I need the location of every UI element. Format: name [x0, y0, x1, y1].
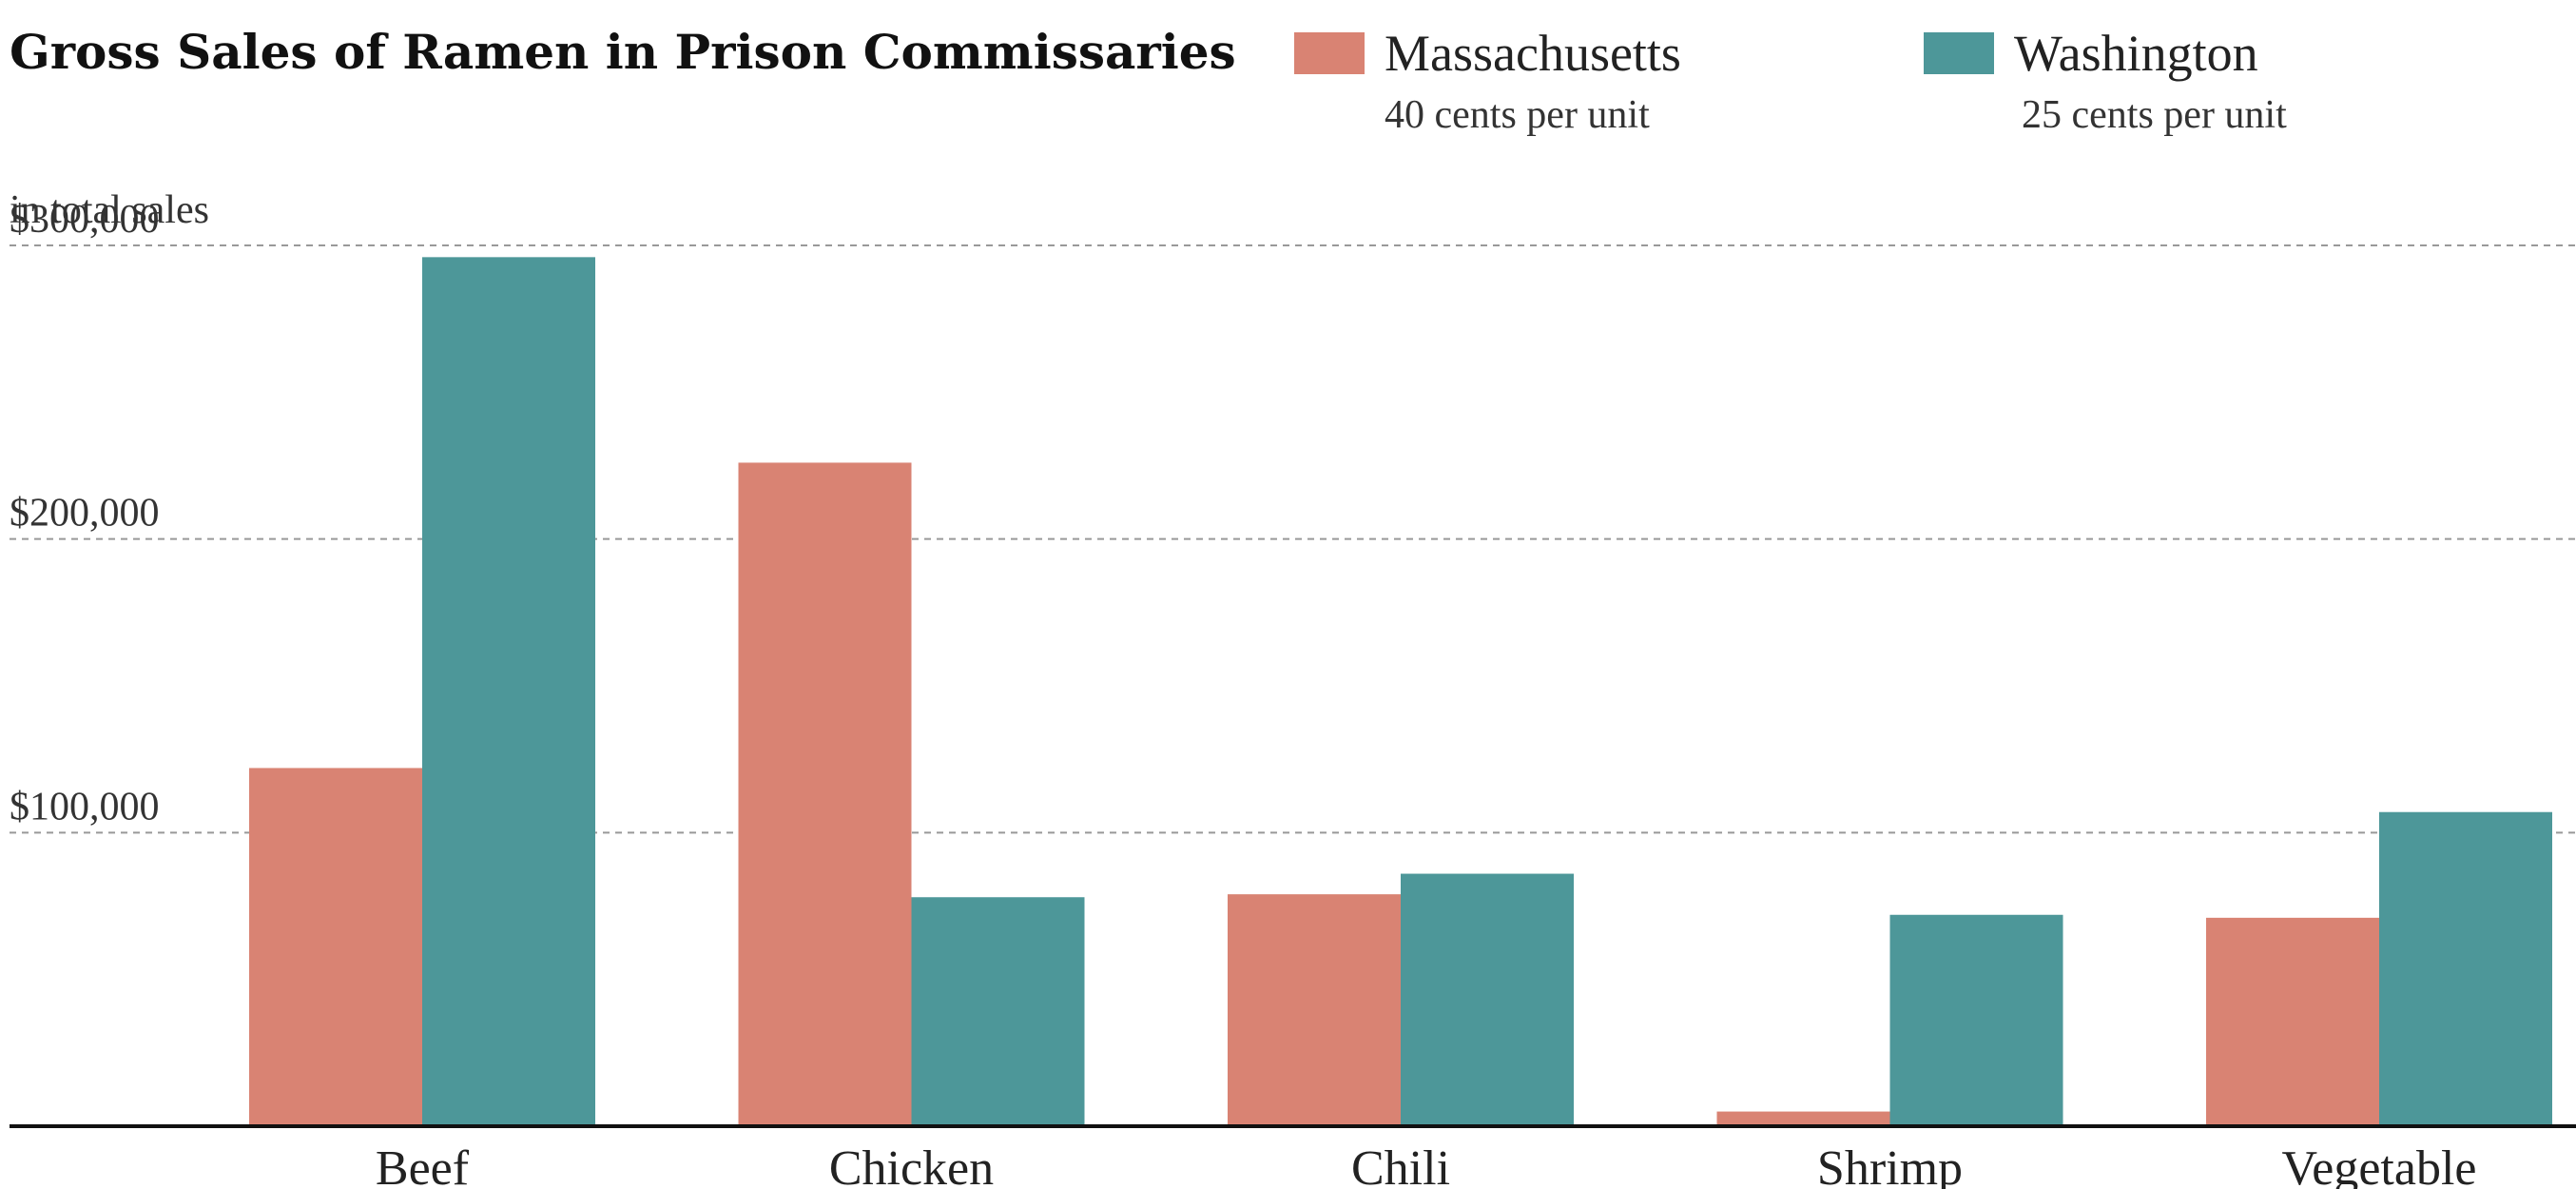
legend: Massachusetts 40 cents per unit Washingt… — [1294, 25, 2287, 137]
bar-washington-vegetable — [2379, 811, 2552, 1126]
y-tick-label: $300,000 — [10, 198, 160, 242]
y-tick-labels: $100,000 $200,000 $300,000 — [10, 198, 160, 828]
legend-subtitle-washington: 25 cents per unit — [2022, 93, 2287, 137]
x-category-label: Shrimp — [1817, 1141, 1963, 1189]
bar-washington-chicken — [911, 897, 1085, 1126]
x-category-label: Vegetable — [2281, 1141, 2476, 1189]
bar-washington-shrimp — [1889, 914, 2063, 1126]
bar-massachusetts-vegetable — [2206, 917, 2379, 1126]
x-category-labels: Beef Chicken Chili Shrimp Vegetable — [376, 1141, 2477, 1189]
bars-layer — [249, 257, 2552, 1126]
y-unit-label: in total sales — [10, 188, 209, 232]
bar-massachusetts-shrimp — [1716, 1111, 1890, 1126]
legend-label-washington: Washington — [2014, 25, 2258, 82]
bar-washington-beef — [422, 257, 595, 1126]
x-category-label: Chicken — [829, 1141, 994, 1189]
bar-massachusetts-chili — [1228, 894, 1401, 1126]
legend-swatch-massachusetts — [1294, 32, 1365, 74]
chart-title: Gross Sales of Ramen in Prison Commissar… — [10, 24, 1236, 80]
y-tick-label: $100,000 — [10, 785, 160, 828]
bar-massachusetts-chicken — [738, 462, 912, 1126]
bar-washington-chili — [1401, 873, 1574, 1126]
legend-subtitle-massachusetts: 40 cents per unit — [1385, 93, 1650, 137]
x-category-label: Beef — [376, 1141, 470, 1189]
legend-label-massachusetts: Massachusetts — [1385, 25, 1681, 82]
grid-layer — [10, 244, 2576, 834]
legend-swatch-washington — [1924, 32, 1994, 74]
bar-massachusetts-beef — [249, 768, 422, 1126]
x-category-label: Chili — [1351, 1141, 1450, 1189]
y-tick-label: $200,000 — [10, 492, 160, 536]
